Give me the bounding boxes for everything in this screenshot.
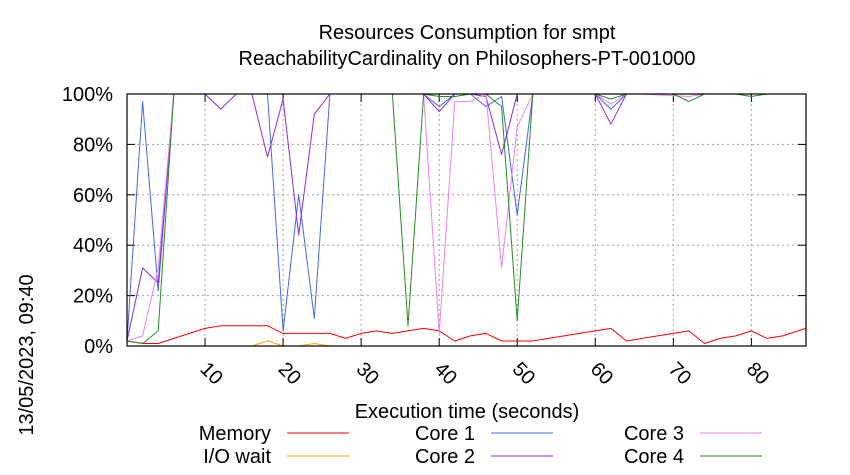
legend-label: Core 4 — [624, 446, 684, 468]
x-tick-labels: 10 20 30 40 50 60 70 80 — [196, 358, 774, 389]
y-tick-labels: 0% 20% 40% 60% 80% 100% — [62, 84, 113, 358]
grid-lines — [127, 93, 806, 347]
legend-label: Memory — [199, 423, 271, 445]
legend-label: Core 1 — [415, 423, 475, 445]
series-line-core-4 — [126, 93, 806, 344]
series-line-core-1 — [126, 93, 806, 342]
plot-frame — [126, 93, 807, 347]
legend-label: Core 3 — [624, 423, 684, 445]
x-tick-label: 10 — [196, 358, 227, 389]
x-tick-label: 40 — [430, 358, 461, 389]
series-line-memory — [126, 325, 807, 344]
legend-label: I/O wait — [203, 446, 271, 468]
x-tick-label: 20 — [274, 358, 305, 389]
x-axis-label: Execution time (seconds) — [355, 401, 580, 423]
y-tick-label: 100% — [62, 84, 113, 106]
x-tick-label: 50 — [508, 358, 539, 389]
chart-subtitle: ReachabilityCardinality on Philosophers-… — [239, 48, 696, 70]
x-tick-label: 80 — [742, 358, 773, 389]
x-tick-label: 60 — [586, 358, 617, 389]
x-tick-label: 70 — [664, 358, 695, 389]
legend-label: Core 2 — [415, 446, 475, 468]
x-tick-label: 30 — [352, 358, 383, 389]
chart-title: Resources Consumption for smpt — [319, 22, 616, 44]
y-tick-label: 60% — [73, 185, 113, 207]
y-tick-label: 40% — [73, 235, 113, 257]
y-tick-label: 20% — [73, 286, 113, 308]
y-tick-label: 0% — [84, 336, 113, 358]
y-tick-label: 80% — [73, 134, 113, 156]
timestamp-label: 13/05/2023, 09:40 — [16, 274, 38, 435]
series-lines — [126, 93, 807, 347]
series-line-core-3 — [126, 93, 806, 342]
series-line-core-2 — [126, 93, 806, 342]
